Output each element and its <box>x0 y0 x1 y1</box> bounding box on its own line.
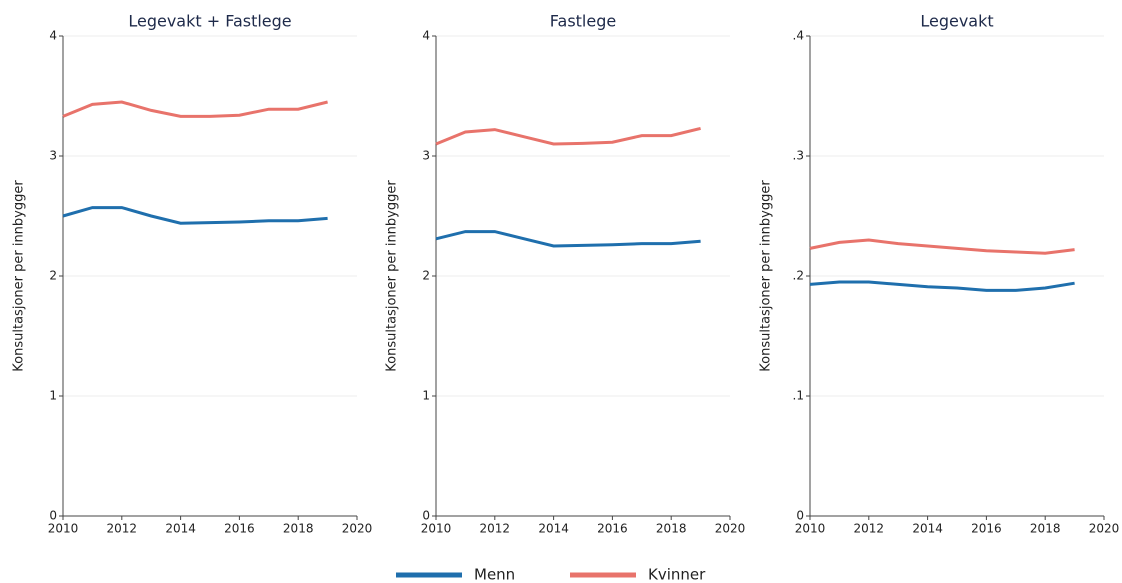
x-tick-label: 2010 <box>421 522 452 536</box>
y-axis-label: Konsultasjoner per innbygger <box>12 180 27 372</box>
x-tick-label: 2014 <box>165 522 196 536</box>
line-series <box>809 238 1075 255</box>
y-tick-label: 2 <box>422 269 430 283</box>
y-tick-label: 1 <box>422 389 430 403</box>
x-tick-label: 2016 <box>224 522 255 536</box>
x-tick-label: 2018 <box>656 522 687 536</box>
x-tick-label: 2010 <box>795 522 826 536</box>
chart-title: Legevakt + Fastlege <box>128 12 291 31</box>
x-tick-label: 2014 <box>538 522 569 536</box>
x-tick-label: 2014 <box>912 522 943 536</box>
y-tick-label: .4 <box>793 29 804 43</box>
x-tick-label: 2012 <box>854 522 885 536</box>
y-axis-label: Konsultasjoner per innbygger <box>759 180 774 372</box>
line-series <box>435 230 701 248</box>
x-tick-label: 2010 <box>48 522 79 536</box>
y-tick-label: .2 <box>793 269 804 283</box>
y-tick-label: .3 <box>793 149 804 163</box>
legend-label: Kvinner <box>648 566 706 583</box>
x-tick-label: 2016 <box>971 522 1002 536</box>
y-tick-label: 0 <box>49 509 57 523</box>
line-series <box>62 206 328 225</box>
y-tick-label: 0 <box>796 509 804 523</box>
line-series <box>809 280 1075 292</box>
x-tick-label: 2012 <box>107 522 138 536</box>
x-tick-label: 2018 <box>283 522 314 536</box>
y-tick-label: 3 <box>422 149 430 163</box>
line-series <box>435 126 701 146</box>
y-tick-label: 1 <box>49 389 57 403</box>
y-axis-label: Konsultasjoner per innbygger <box>385 180 400 372</box>
x-tick-label: 2020 <box>1089 522 1120 536</box>
x-tick-label: 2020 <box>342 522 373 536</box>
x-tick-label: 2018 <box>1030 522 1061 536</box>
x-tick-label: 2020 <box>715 522 746 536</box>
chart-title: Legevakt <box>920 12 993 31</box>
x-tick-label: 2012 <box>480 522 511 536</box>
y-tick-label: 0 <box>422 509 430 523</box>
y-tick-label: 3 <box>49 149 57 163</box>
y-tick-label: 4 <box>422 29 430 43</box>
legend-label: Menn <box>474 566 515 583</box>
chart-title: Fastlege <box>550 12 616 31</box>
line-series <box>62 100 328 118</box>
y-tick-label: .1 <box>793 389 804 403</box>
y-tick-label: 4 <box>49 29 57 43</box>
y-tick-label: 2 <box>49 269 57 283</box>
x-tick-label: 2016 <box>597 522 628 536</box>
